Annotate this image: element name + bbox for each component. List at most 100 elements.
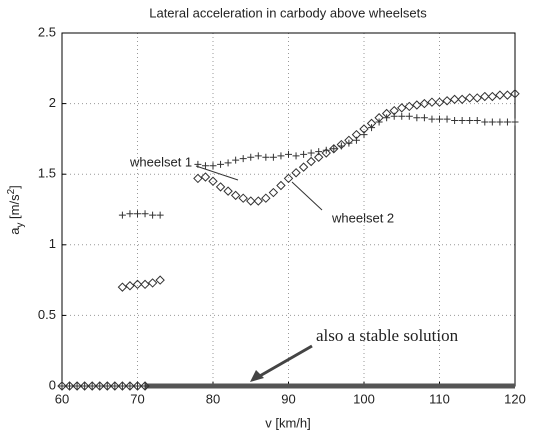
x-axis-label: v [km/h] xyxy=(265,415,311,430)
diamond-marker xyxy=(480,91,490,102)
diamond-marker xyxy=(397,103,407,113)
plus-marker xyxy=(156,211,164,219)
arrow-head xyxy=(250,370,264,382)
diamond-marker xyxy=(57,381,67,391)
chart-title: Lateral acceleration in carbody above wh… xyxy=(149,5,427,20)
diamond-marker xyxy=(359,124,369,134)
diamond-marker xyxy=(374,113,384,123)
diamond-marker xyxy=(64,381,75,391)
plus-marker xyxy=(473,117,481,125)
plus-marker xyxy=(458,117,466,125)
annotation: wheelset 2 xyxy=(331,210,394,225)
diamond-marker xyxy=(495,90,505,100)
plus-marker xyxy=(496,118,504,126)
plus-marker xyxy=(66,382,74,390)
y-tick-label: 0.5 xyxy=(38,307,56,322)
diamond-marker xyxy=(283,173,294,184)
plus-marker xyxy=(126,382,134,390)
diamond-marker xyxy=(510,89,520,99)
diamond-marker xyxy=(321,148,331,158)
plus-marker xyxy=(224,159,232,167)
plus-marker xyxy=(262,153,270,161)
plus-marker xyxy=(285,150,292,158)
diamond-marker xyxy=(389,105,399,116)
diamond-marker xyxy=(72,381,82,391)
diamond-marker xyxy=(329,144,339,154)
plus-marker xyxy=(420,114,428,122)
diamond-marker xyxy=(102,381,113,391)
plus-marker xyxy=(352,136,360,144)
y-axis-label: ay [m/s2] xyxy=(6,185,26,235)
diamond-marker xyxy=(140,381,150,391)
plus-marker xyxy=(413,114,421,122)
plus-marker xyxy=(58,382,66,390)
diamond-marker xyxy=(132,279,143,290)
plus-marker xyxy=(254,152,262,160)
plus-marker xyxy=(149,211,157,219)
diamond-marker xyxy=(215,182,226,192)
diamond-marker xyxy=(404,101,415,112)
diamond-marker xyxy=(147,278,158,288)
plus-marker xyxy=(232,156,240,164)
plus-marker xyxy=(315,148,323,156)
diamond-marker xyxy=(464,93,475,103)
diamond-marker xyxy=(125,281,135,291)
plus-marker xyxy=(134,382,141,390)
x-tick-label: 120 xyxy=(504,391,526,406)
plus-marker xyxy=(277,152,285,160)
y-tick-label: 1 xyxy=(49,236,56,251)
diamond-marker xyxy=(155,275,165,285)
plus-marker xyxy=(451,117,459,125)
plus-marker xyxy=(118,211,126,219)
annotation-line xyxy=(195,165,239,181)
diamond-marker xyxy=(336,139,347,150)
diamond-marker xyxy=(449,94,460,105)
x-tick-label: 100 xyxy=(353,391,375,406)
plus-marker xyxy=(481,118,489,126)
plus-marker xyxy=(141,210,149,218)
diamond-marker xyxy=(291,168,301,178)
plus-marker xyxy=(405,112,413,120)
plus-marker xyxy=(300,150,308,158)
diamond-marker xyxy=(472,93,482,103)
diamond-marker xyxy=(427,97,437,107)
plus-marker xyxy=(201,162,209,170)
x-tick-label: 60 xyxy=(55,391,69,406)
y-tick-label: 2 xyxy=(49,95,56,110)
diamond-marker xyxy=(95,381,105,391)
plus-marker xyxy=(194,160,202,168)
y-label-part: ] xyxy=(7,185,22,189)
diamond-marker xyxy=(351,129,362,140)
diamond-marker xyxy=(87,381,97,391)
diamond-marker xyxy=(246,196,256,206)
diamond-marker xyxy=(419,98,430,109)
plus-marker xyxy=(111,382,119,390)
plus-marker xyxy=(269,153,277,161)
diamond-marker xyxy=(261,193,271,203)
plus-marker xyxy=(81,382,89,390)
plus-marker xyxy=(503,118,511,126)
diamond-marker xyxy=(117,282,128,292)
plus-marker xyxy=(126,210,134,218)
diamond-marker xyxy=(132,381,143,391)
diamond-marker xyxy=(208,176,218,186)
plus-marker xyxy=(292,152,300,160)
plus-marker xyxy=(247,153,255,161)
annotation-arrow xyxy=(257,344,313,379)
diamond-marker xyxy=(381,108,392,119)
plus-marker xyxy=(466,117,474,125)
plus-marker xyxy=(398,112,406,120)
diamond-marker xyxy=(79,381,90,391)
plus-marker xyxy=(360,131,368,139)
annotation: also a stable solution xyxy=(316,326,459,345)
plus-marker xyxy=(141,382,149,390)
diamond-marker xyxy=(434,97,445,107)
plus-marker xyxy=(322,146,330,154)
plus-marker xyxy=(217,160,225,168)
plus-marker xyxy=(73,382,81,390)
annotation-line xyxy=(291,181,323,211)
plus-marker xyxy=(96,382,104,390)
plus-marker xyxy=(428,115,436,123)
plus-marker xyxy=(307,149,315,157)
